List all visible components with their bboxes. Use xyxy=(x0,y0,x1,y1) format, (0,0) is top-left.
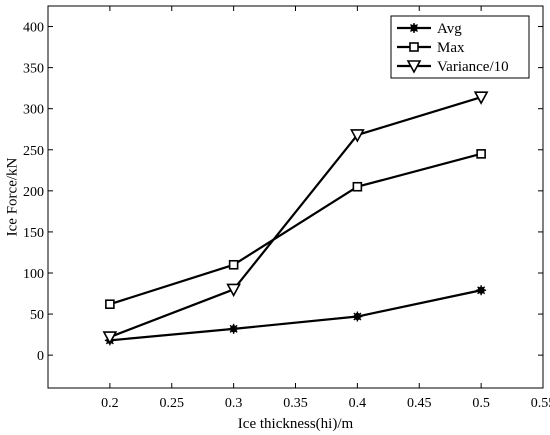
data-point xyxy=(105,299,115,310)
data-point xyxy=(228,259,239,270)
x-tick-label: 0.3 xyxy=(225,396,243,411)
legend-label: Max xyxy=(437,40,465,56)
legend-marker xyxy=(406,60,422,74)
data-point xyxy=(473,91,489,105)
x-tick-label: 0.45 xyxy=(407,396,432,411)
legend-label: Avg xyxy=(437,21,462,37)
y-axis-ticks: 0 50 100 150 200 250 300 350 400 xyxy=(23,21,543,364)
y-axis-label: Ice Force/kN xyxy=(4,157,20,236)
asterisk-stroke xyxy=(353,312,362,321)
data-point xyxy=(476,285,487,296)
asterisk-stroke xyxy=(477,286,486,295)
legend: Avg Max Variance/10 xyxy=(390,15,530,79)
x-axis-ticks: 0.2 0.25 0.3 0.35 0.4 0.45 0.5 0.55 xyxy=(101,6,550,411)
y-tick-label: 50 xyxy=(30,308,44,323)
x-tick-label: 0.5 xyxy=(472,396,490,411)
y-tick-label: 100 xyxy=(23,267,44,282)
data-point xyxy=(102,331,118,345)
data-point xyxy=(228,323,239,334)
asterisk-stroke xyxy=(410,24,418,32)
x-tick-label: 0.2 xyxy=(101,396,119,411)
series-line xyxy=(109,152,482,306)
legend-marker xyxy=(409,23,419,33)
y-tick-label: 150 xyxy=(23,226,44,241)
x-tick-label: 0.35 xyxy=(283,396,308,411)
series-line xyxy=(109,289,482,342)
y-tick-label: 0 xyxy=(37,349,44,364)
y-tick-label: 200 xyxy=(23,185,44,200)
series-0 xyxy=(104,285,487,346)
data-point xyxy=(226,283,241,298)
legend-entry: Max xyxy=(397,40,465,56)
data-point xyxy=(476,149,486,159)
legend-marker xyxy=(409,42,419,52)
x-axis-label: Ice thickness(hi)/m xyxy=(238,416,354,432)
x-tick-label: 0.55 xyxy=(531,396,550,411)
x-tick-label: 0.25 xyxy=(160,396,185,411)
y-tick-label: 300 xyxy=(23,103,44,118)
data-point xyxy=(352,181,363,192)
asterisk-stroke xyxy=(229,324,238,333)
data-point xyxy=(352,311,363,322)
y-tick-label: 250 xyxy=(23,144,44,159)
y-tick-label: 400 xyxy=(23,21,44,36)
series-line xyxy=(109,96,482,339)
legend-label: Variance/10 xyxy=(437,59,509,75)
legend-entry: Variance/10 xyxy=(397,59,509,75)
legend-entry: Avg xyxy=(397,21,462,37)
data-point xyxy=(350,129,365,143)
x-tick-label: 0.4 xyxy=(349,396,367,411)
y-tick-label: 350 xyxy=(23,62,44,77)
plot-layer xyxy=(102,91,489,346)
series-1 xyxy=(105,149,486,310)
series-2 xyxy=(102,91,489,345)
